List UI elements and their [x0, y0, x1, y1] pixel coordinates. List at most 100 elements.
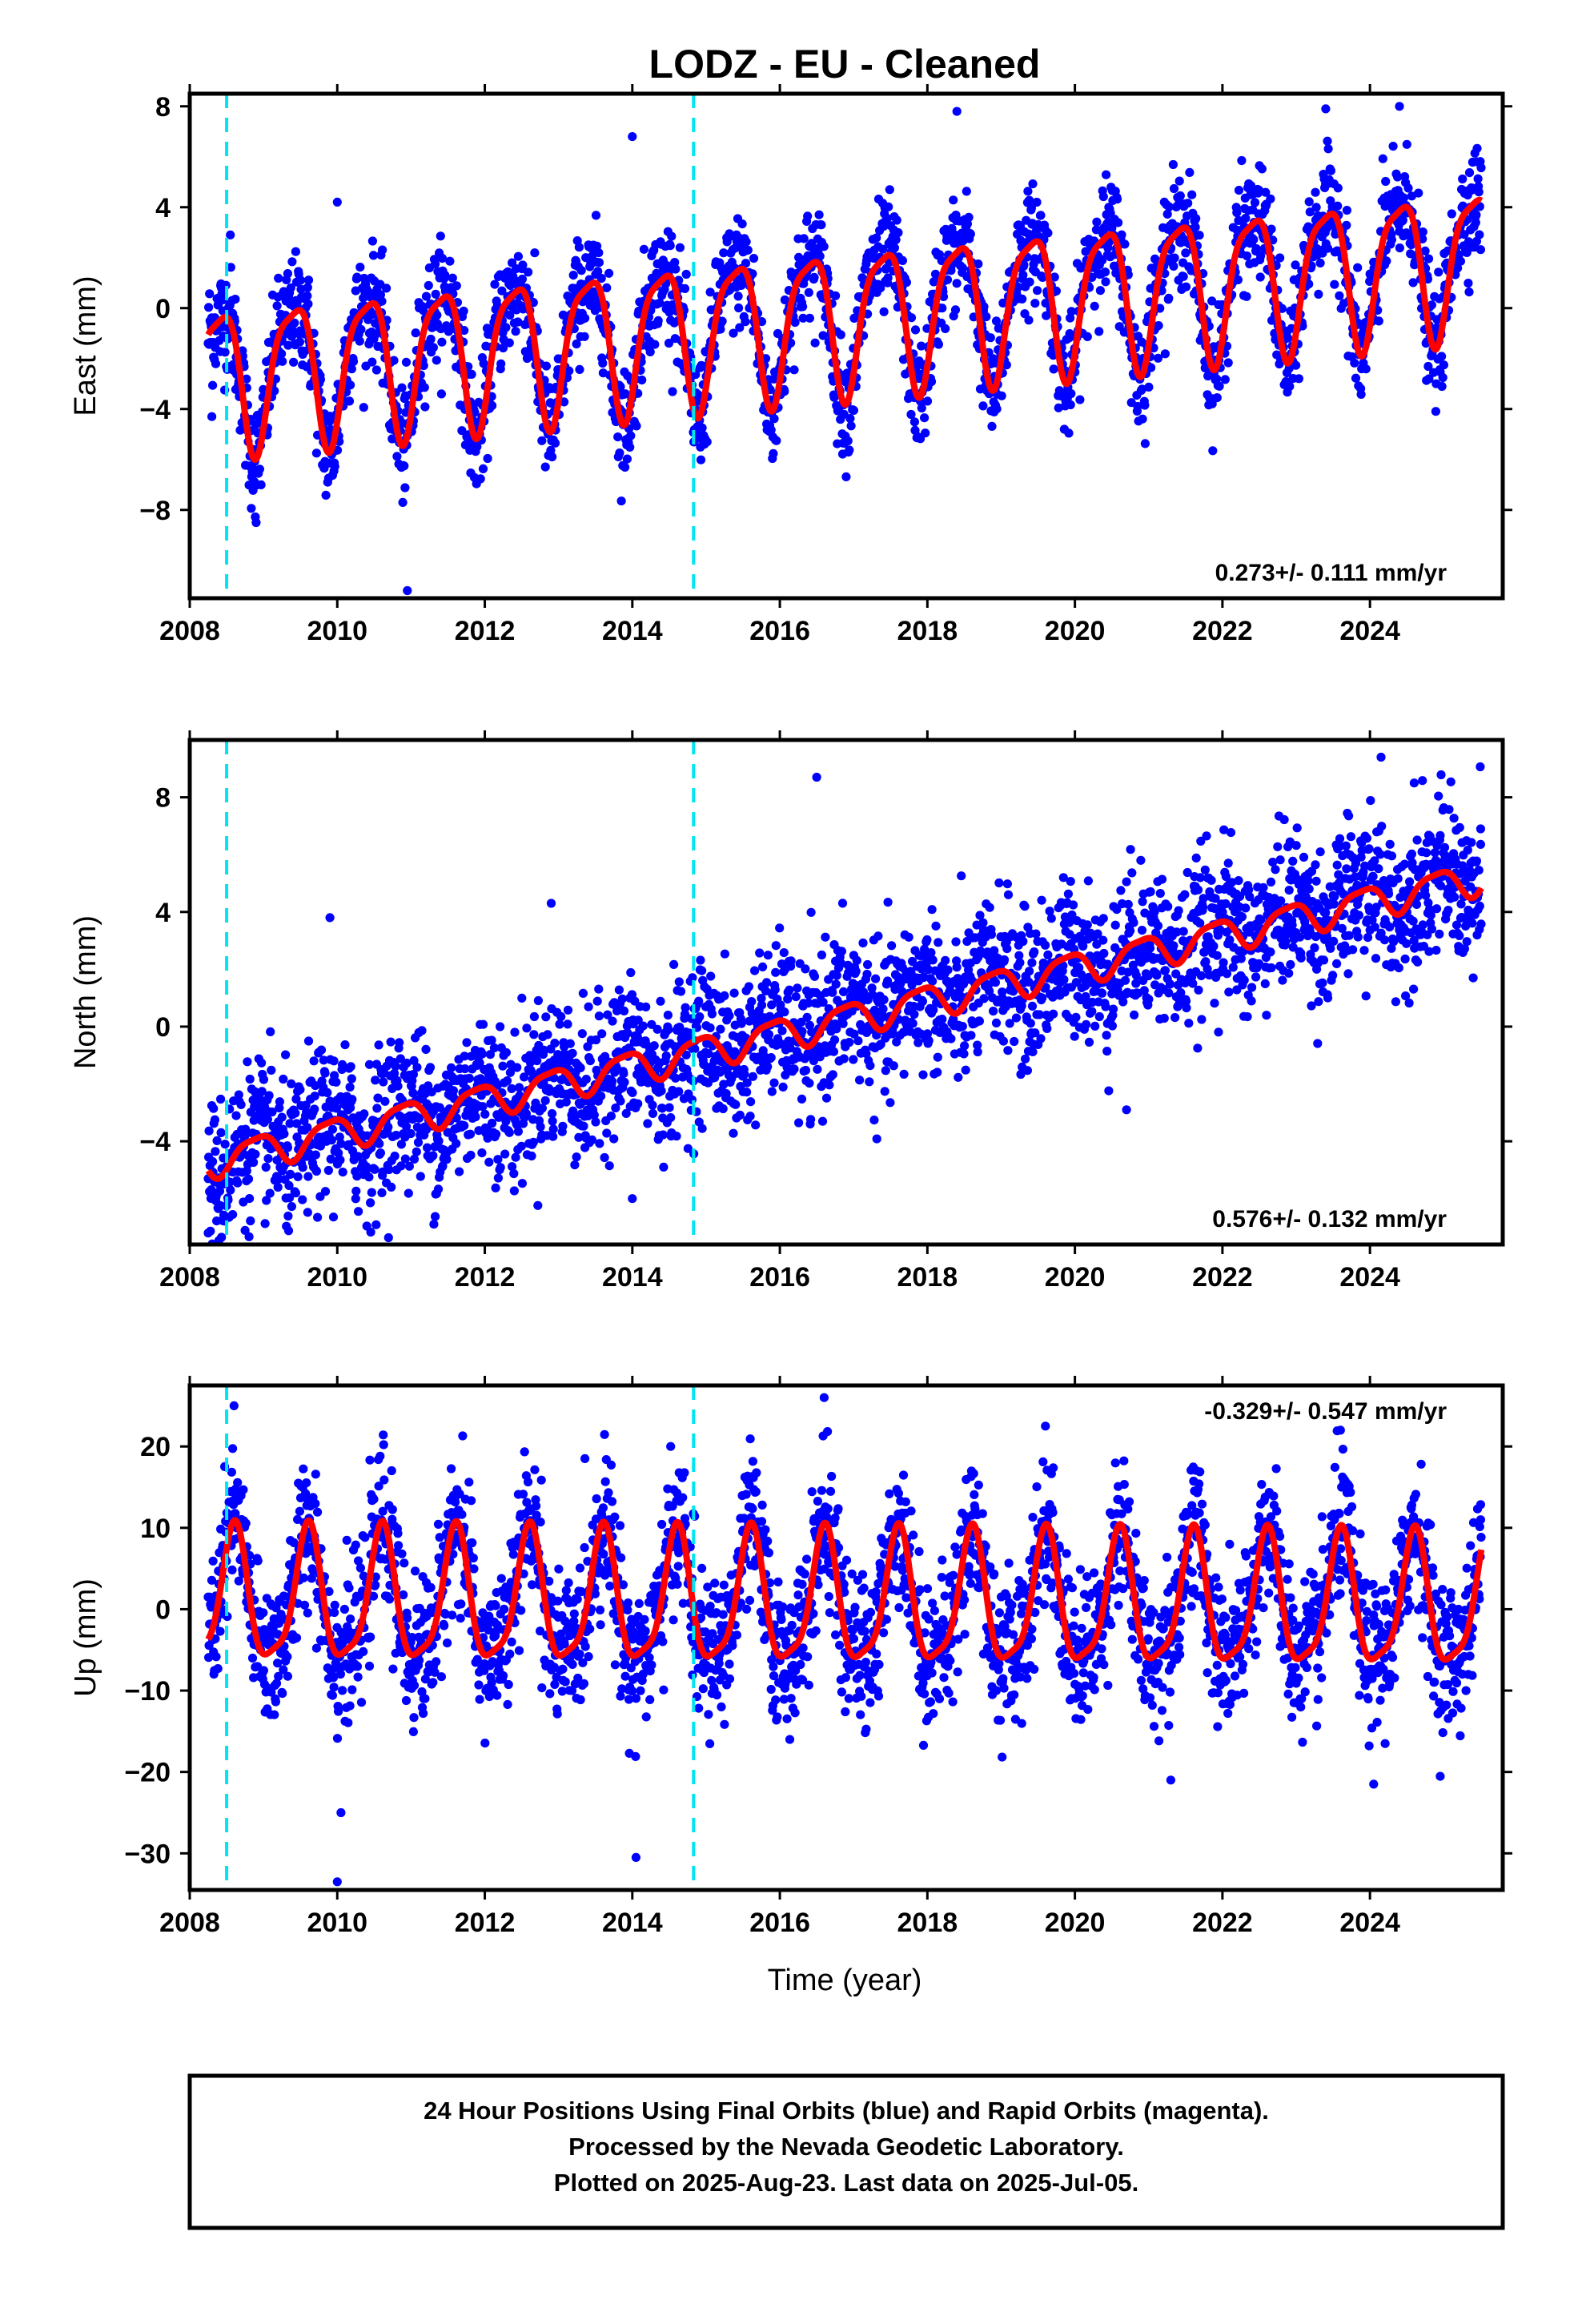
- data-point: [1023, 187, 1033, 196]
- data-point: [922, 396, 933, 406]
- data-point: [370, 1164, 379, 1174]
- data-point: [1098, 914, 1108, 923]
- data-point: [626, 967, 636, 978]
- data-point: [904, 932, 913, 942]
- data-point: [879, 307, 889, 316]
- data-point: [909, 417, 919, 427]
- data-point: [1437, 381, 1447, 392]
- data-point: [548, 1124, 558, 1134]
- data-point: [532, 1056, 542, 1066]
- data-point: [464, 1073, 474, 1083]
- data-point: [658, 1130, 668, 1140]
- data-point: [813, 1064, 822, 1074]
- data-point: [966, 1031, 976, 1040]
- data-point: [1049, 1009, 1058, 1019]
- data-point: [740, 1069, 749, 1079]
- data-point: [480, 1109, 490, 1119]
- data-point: [928, 976, 938, 986]
- data-point: [763, 951, 773, 960]
- data-point: [1169, 261, 1178, 271]
- data-point: [1018, 270, 1028, 279]
- data-point: [283, 1143, 292, 1152]
- east-rate-label: 0.273+/- 0.111 mm/yr: [1215, 560, 1447, 586]
- data-point: [797, 1094, 807, 1104]
- data-point: [817, 950, 826, 960]
- outlier-point: [628, 132, 637, 142]
- data-point: [226, 263, 235, 272]
- data-point: [805, 1079, 814, 1088]
- data-point: [572, 339, 581, 349]
- data-point: [1283, 333, 1293, 343]
- data-point: [1028, 179, 1038, 189]
- data-point: [372, 1104, 382, 1113]
- data-point: [638, 1021, 648, 1031]
- data-point: [540, 462, 550, 472]
- data-point: [382, 283, 391, 293]
- data-point: [1476, 245, 1485, 255]
- data-point: [825, 1080, 834, 1090]
- y-tick-label: 4: [155, 193, 171, 223]
- data-point: [719, 248, 729, 258]
- data-point: [340, 1040, 350, 1050]
- y-tick-label: 0: [155, 294, 171, 324]
- data-point: [502, 1076, 512, 1086]
- data-point: [1100, 267, 1110, 277]
- data-point: [615, 448, 624, 458]
- data-point: [769, 448, 778, 459]
- data-point: [1064, 428, 1074, 438]
- data-point: [1223, 358, 1233, 368]
- data-point: [1382, 256, 1391, 266]
- data-point: [675, 243, 685, 252]
- data-point: [1208, 446, 1218, 456]
- data-point: [791, 992, 801, 1002]
- data-point: [543, 1030, 552, 1039]
- data-point: [876, 283, 885, 293]
- data-point: [597, 1029, 607, 1039]
- data-point: [477, 1049, 488, 1059]
- data-point: [283, 1226, 294, 1236]
- data-point: [802, 1012, 812, 1022]
- data-point: [837, 947, 846, 956]
- data-point: [668, 387, 677, 396]
- data-point: [1120, 975, 1130, 985]
- data-point: [1242, 292, 1251, 301]
- data-point: [1473, 174, 1483, 183]
- data-point: [991, 1018, 1002, 1027]
- data-point: [1323, 144, 1333, 154]
- data-point: [625, 442, 635, 452]
- data-point: [517, 274, 528, 284]
- data-point: [1233, 275, 1243, 284]
- data-point: [632, 421, 641, 431]
- data-point: [941, 955, 950, 965]
- data-point: [281, 1050, 291, 1059]
- data-point: [1237, 155, 1247, 166]
- data-point: [1154, 321, 1163, 331]
- data-point: [496, 1163, 505, 1172]
- data-point: [428, 343, 439, 352]
- data-point: [1033, 286, 1042, 296]
- north-data-points: [203, 752, 1486, 1244]
- data-point: [620, 389, 630, 399]
- data-point: [383, 1232, 393, 1243]
- data-point: [356, 324, 366, 335]
- data-point: [949, 195, 958, 205]
- data-point: [994, 878, 1004, 888]
- data-point: [431, 1212, 440, 1221]
- data-point: [541, 361, 552, 371]
- data-point: [938, 1015, 947, 1024]
- data-point: [517, 1179, 528, 1188]
- data-point: [743, 245, 753, 255]
- data-point: [1294, 374, 1303, 384]
- data-point: [592, 996, 602, 1006]
- data-point: [247, 504, 256, 513]
- data-point: [522, 1023, 532, 1033]
- x-tick-label: 2024: [1339, 616, 1400, 646]
- data-point: [478, 1019, 488, 1029]
- data-point: [352, 272, 362, 282]
- data-point: [716, 1024, 725, 1034]
- data-point: [1102, 1031, 1111, 1040]
- data-point: [769, 1078, 779, 1088]
- data-point: [1024, 316, 1034, 325]
- data-point: [295, 1085, 305, 1095]
- data-point: [412, 1147, 421, 1156]
